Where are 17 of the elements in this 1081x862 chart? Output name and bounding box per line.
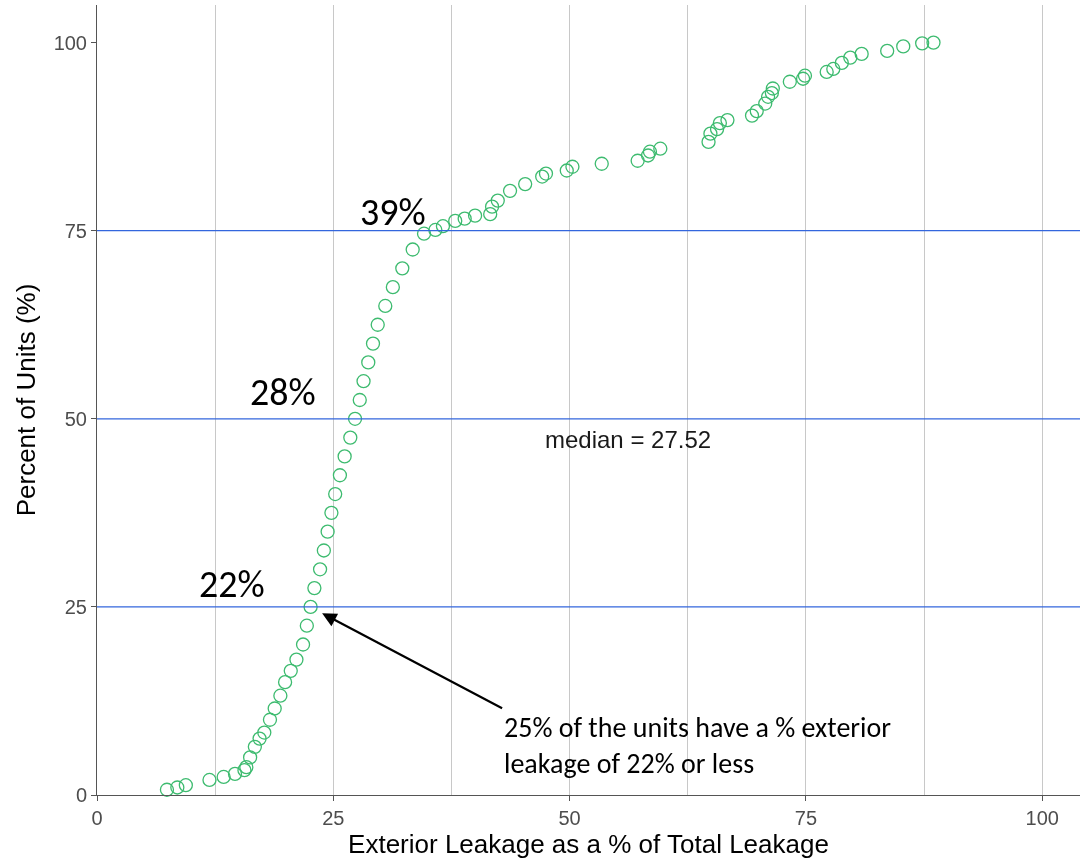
y-axis-title: Percent of Units (%): [11, 283, 42, 517]
annotation: median = 27.52: [545, 426, 712, 453]
annotation: 25% of the units have a % exterior leakage of 22% or less: [504, 710, 892, 782]
annotation: 39%: [360, 189, 426, 235]
y-tick-label: 25: [64, 595, 87, 618]
y-tick-label: 75: [64, 219, 87, 242]
annotation: 22%: [199, 561, 265, 607]
annotation: 28%: [250, 369, 316, 415]
x-tick-label: 0: [91, 807, 103, 829]
x-tick-label: 25: [322, 807, 345, 829]
x-tick-label: 100: [1025, 807, 1059, 829]
x-tick-label: 50: [558, 807, 581, 829]
x-axis-title: Exterior Leakage as a % of Total Leakage: [348, 829, 829, 859]
y-tick-label: 0: [75, 784, 87, 806]
y-tick-label: 100: [53, 31, 87, 54]
y-tick-label: 50: [64, 407, 87, 430]
x-tick-label: 75: [794, 807, 818, 829]
